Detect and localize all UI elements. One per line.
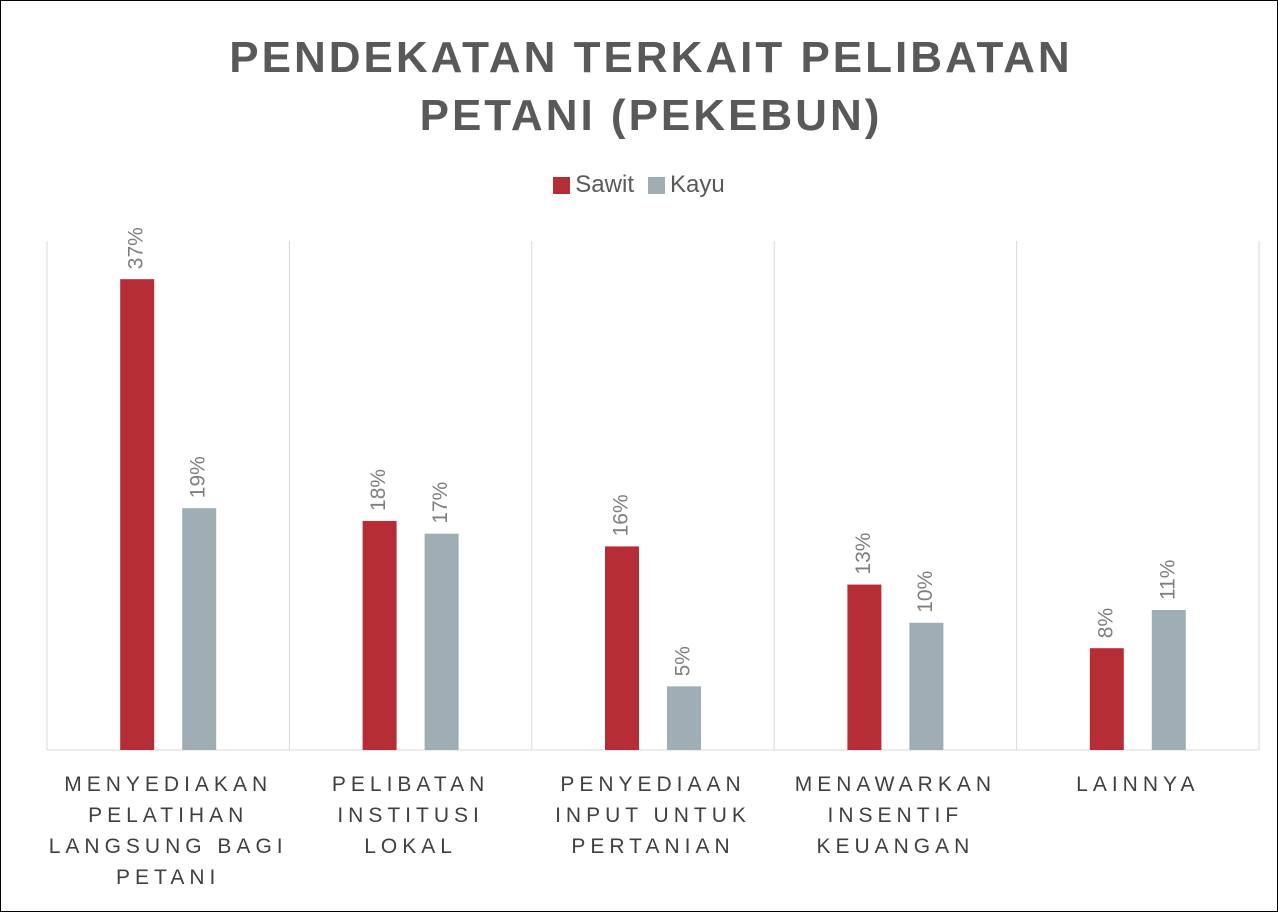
legend-label: Sawit	[575, 171, 634, 198]
data-label: 11%	[1156, 560, 1179, 600]
data-label: 18%	[367, 469, 390, 511]
legend-label: Kayu	[669, 171, 725, 198]
data-label: 13%	[852, 533, 875, 575]
bar	[1151, 610, 1186, 750]
legend-swatch	[647, 176, 665, 194]
data-label: 10%	[914, 571, 937, 613]
x-tick-label: MENAWARKAN INSENTIF KEUANGAN	[794, 773, 997, 858]
x-tick-label: PENYEDIAAN INPUT UNTUK PERTANIAN	[555, 773, 751, 858]
bar	[120, 279, 155, 750]
legend-swatch	[553, 176, 571, 194]
x-tick-label: PELIBATAN INSTITUSI LOKAL	[331, 773, 490, 858]
legend-item: Sawit	[553, 171, 634, 199]
bar	[909, 622, 944, 750]
x-tick-label: LAINNYA	[1076, 773, 1200, 796]
legend: Sawit Kayu	[1, 171, 1277, 199]
data-label: 8%	[1094, 608, 1117, 638]
bar	[182, 508, 217, 750]
bar	[847, 584, 882, 750]
x-tick-label: MENYEDIAKAN PELATIHAN LANGSUNG BAGI PETA…	[48, 773, 288, 889]
bar	[667, 686, 701, 750]
bar	[1089, 648, 1124, 750]
data-label: 19%	[187, 456, 210, 498]
data-label: 5%	[672, 646, 695, 676]
bar	[362, 520, 397, 750]
bar	[605, 546, 639, 750]
data-label: 16%	[610, 494, 633, 536]
legend-item: Kayu	[647, 171, 725, 199]
chart-title: PENDEKATAN TERKAIT PELIBATAN PETANI (PEK…	[229, 33, 1073, 140]
data-label: 17%	[429, 482, 452, 524]
bar	[424, 533, 459, 750]
data-label: 37%	[125, 227, 148, 269]
